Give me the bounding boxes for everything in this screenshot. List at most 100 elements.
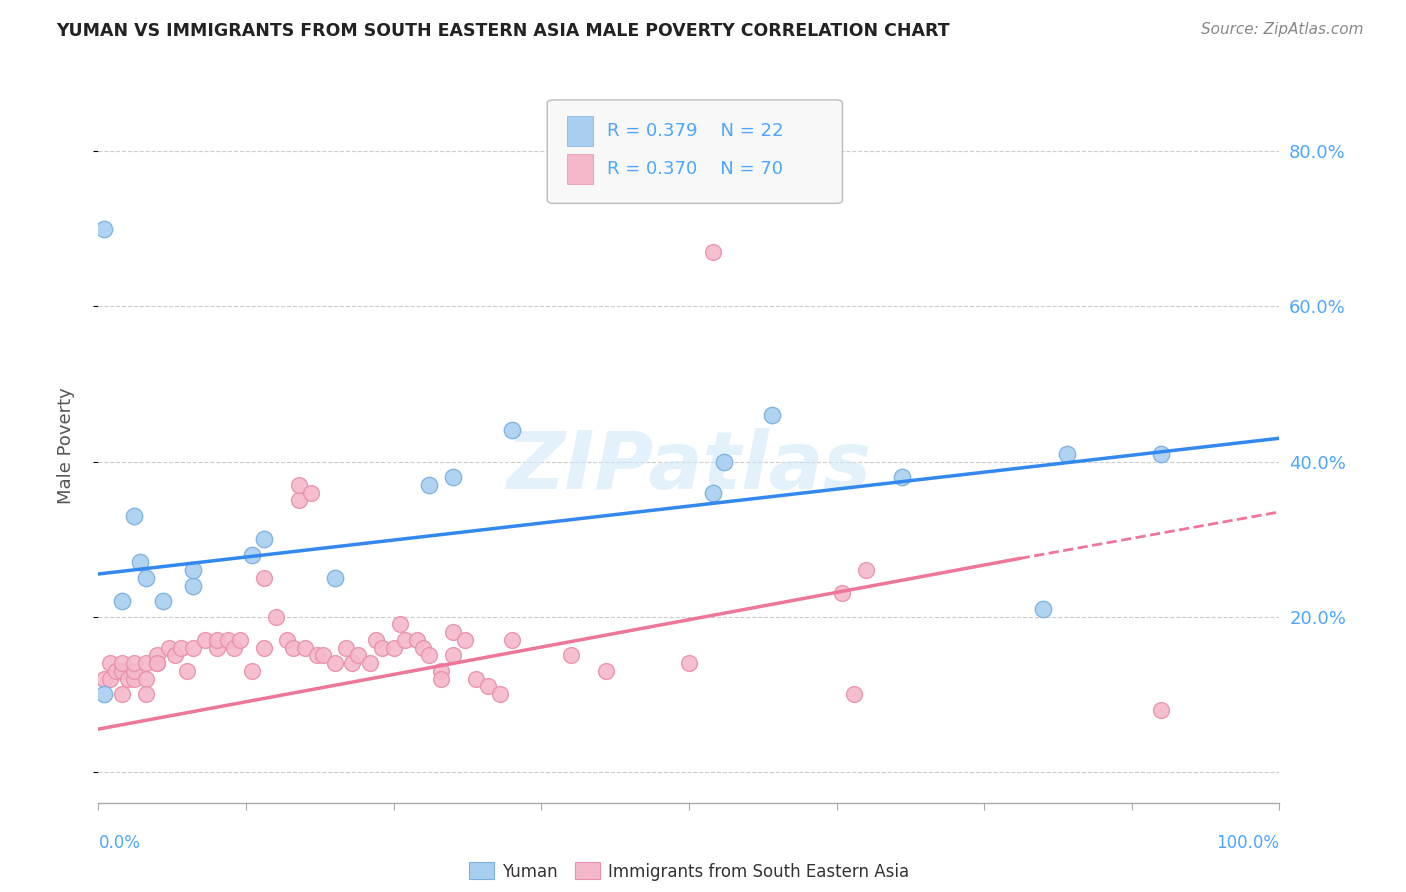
Point [477,680,499,694]
Point [111,664,134,678]
Point [194,632,217,647]
Point [501,632,523,647]
Point [364,632,387,647]
Text: 0.0%: 0.0% [98,834,141,852]
Point [844,687,866,701]
Point [276,632,298,647]
Point [181,640,204,655]
Point [152,594,174,608]
Point [111,594,134,608]
Point [294,640,316,655]
Point [441,648,464,663]
Point [323,656,346,670]
Point [122,672,145,686]
Point [595,664,617,678]
Point [702,245,724,260]
Point [560,648,582,663]
Point [111,656,134,670]
Point [388,617,411,632]
Legend: Yuman, Immigrants from South Eastern Asia: Yuman, Immigrants from South Eastern Asi… [463,855,915,888]
Point [283,640,305,655]
Point [501,424,523,438]
Point [135,687,157,701]
Point [240,664,263,678]
Point [430,664,453,678]
Point [359,656,381,670]
Point [122,664,145,678]
Point [855,563,877,577]
Point [288,477,311,491]
Point [1032,602,1054,616]
Point [105,664,128,678]
Point [205,640,228,655]
Point [217,632,239,647]
Point [1056,447,1078,461]
Point [98,672,121,686]
Point [170,640,193,655]
Text: 100.0%: 100.0% [1216,834,1279,852]
Point [240,548,263,562]
Point [122,508,145,523]
Point [394,632,416,647]
Point [335,640,357,655]
Point [371,640,394,655]
Point [418,648,440,663]
Point [406,632,429,647]
Point [299,485,322,500]
Point [224,640,246,655]
Point [342,656,364,670]
Point [441,470,464,484]
Point [1150,703,1173,717]
Point [229,632,252,647]
Point [702,485,724,500]
Point [312,648,335,663]
Point [93,687,115,701]
Point [678,656,700,670]
Point [323,571,346,585]
Point [1150,447,1173,461]
Point [453,632,475,647]
Point [135,571,157,585]
Point [831,586,853,600]
Point [146,656,169,670]
Point [465,672,488,686]
Point [253,640,276,655]
Point [111,687,134,701]
Point [205,632,228,647]
Point [489,687,512,701]
Point [441,625,464,640]
Point [181,563,204,577]
Point [98,656,121,670]
Point [253,532,276,546]
Point [117,672,139,686]
Point [128,555,150,569]
Point [288,493,311,508]
Y-axis label: Male Poverty: Male Poverty [56,388,75,504]
Point [382,640,405,655]
Point [347,648,370,663]
Point [146,656,169,670]
Point [761,408,783,422]
Point [264,609,287,624]
Point [93,672,115,686]
Text: Source: ZipAtlas.com: Source: ZipAtlas.com [1201,22,1364,37]
Point [122,656,145,670]
Point [157,640,180,655]
Point [93,222,115,236]
Point [135,672,157,686]
Text: R = 0.370    N = 70: R = 0.370 N = 70 [607,161,783,178]
Text: ZIPatlas: ZIPatlas [506,428,872,507]
FancyBboxPatch shape [567,116,593,146]
FancyBboxPatch shape [547,100,842,203]
Point [713,454,735,468]
Point [135,656,157,670]
Text: R = 0.379    N = 22: R = 0.379 N = 22 [607,122,785,140]
Point [146,648,169,663]
Point [165,648,187,663]
Point [412,640,434,655]
Point [176,664,198,678]
Point [305,648,328,663]
Point [253,571,276,585]
FancyBboxPatch shape [567,154,593,184]
Point [430,672,453,686]
